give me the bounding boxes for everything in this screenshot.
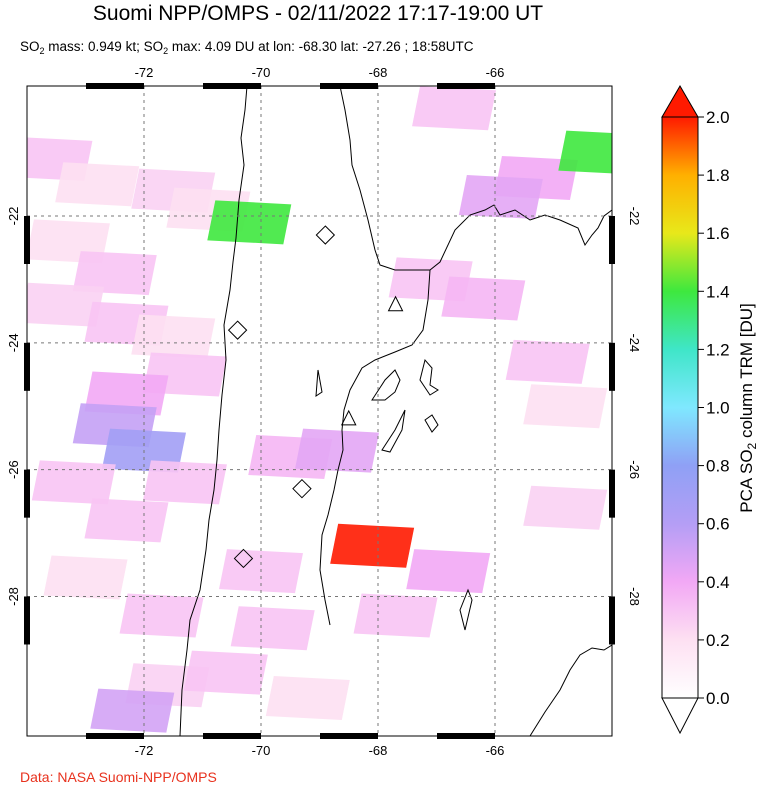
andes-border-north	[339, 86, 612, 271]
volcano-diamond-icon	[233, 548, 254, 569]
map-panel: -72 -72 -70 -70 -68 -68 -66 -66 -22 -22 -24 -24 -26 -…	[6, 65, 642, 758]
colorbar-label-rest: column TRM [DU]	[737, 303, 756, 443]
salt-lake-3	[424, 414, 439, 433]
so2-pixel	[353, 593, 438, 638]
graticule	[27, 86, 612, 736]
colorbar-ticks: 0.0 0.2 0.4 0.6 0.8 1.0 1.2 1.4 1.6 1.8 2.0	[698, 108, 730, 708]
volcano-diamond-icon	[227, 320, 248, 340]
so2-pixel	[505, 339, 590, 384]
colorbar-tick-label: 0.4	[706, 573, 730, 592]
volcano-triangle-icon	[387, 295, 404, 312]
lat-tick-label-left: -24	[6, 333, 21, 352]
so2-pixel	[265, 675, 350, 720]
so2-pixel	[558, 130, 612, 174]
lat-tick-label-right: -26	[627, 460, 642, 479]
lat-tick-label-left: -26	[6, 460, 21, 479]
map-frame	[26, 85, 613, 737]
volcano-markers	[227, 225, 404, 569]
colorbar-tick-label: 1.0	[706, 399, 730, 418]
lat-tick-label-left: -22	[6, 207, 21, 226]
coastline-layer	[179, 86, 612, 736]
colorbar-label-main: PCA SO	[737, 449, 756, 512]
chile-coastline	[179, 86, 248, 736]
lat-tick-label-right: -22	[627, 207, 642, 226]
salt-lake-6	[459, 588, 473, 631]
so2-pixel	[84, 371, 169, 416]
chart-subtitle: SO2 mass: 0.949 kt; SO2 max: 4.09 DU at …	[20, 39, 474, 56]
colorbar-tick-label: 2.0	[706, 108, 730, 127]
lon-tick-label-bottom: -72	[135, 743, 154, 758]
colorbar-tick-label: 0.8	[706, 457, 730, 476]
lon-tick-label-top: -68	[369, 65, 388, 80]
subtitle-subscript-1: 2	[40, 46, 45, 56]
colorbar-tick-label: 1.2	[706, 340, 730, 359]
so2-pixel	[523, 384, 608, 429]
salt-lake-2	[419, 358, 439, 396]
colorbar-tick-label: 1.8	[706, 166, 730, 185]
data-credit: Data: NASA Suomi-NPP/OMPS	[20, 769, 217, 785]
colorbar-label: PCA SO2 column TRM [DU]	[737, 303, 759, 513]
so2-pixel	[43, 555, 128, 600]
so2-pixel	[27, 282, 105, 327]
lat-tick-label-left: -28	[6, 587, 21, 606]
subtitle-subscript-2: 2	[163, 46, 168, 56]
colorbar-label-subscript: 2	[745, 442, 759, 449]
salt-lake-1	[371, 369, 401, 401]
so2-pixel	[230, 606, 315, 651]
so2-pixel	[295, 428, 380, 473]
lat-tick-label-right: -28	[627, 587, 642, 606]
subtitle-part-1: SO	[20, 39, 40, 54]
subtitle-part-3: max: 4.09 DU at lon: -68.30 lat: -27.26 …	[168, 39, 474, 54]
colorbar-min-cap	[661, 697, 699, 735]
lon-tick-label-top: -70	[252, 65, 271, 80]
lon-tick-label-bottom: -66	[486, 743, 505, 758]
colorbar: 0.0 0.2 0.4 0.6 0.8 1.0 1.2 1.4 1.6 1.8 2.0 PCA SO…	[661, 85, 759, 735]
colorbar-ramp	[661, 116, 699, 699]
lon-tick-label-bottom: -70	[252, 743, 271, 758]
colorbar-tick-label: 1.4	[706, 282, 730, 301]
volcano-triangle-icon	[340, 409, 357, 426]
chart-title: Suomi NPP/OMPS - 02/11/2022 17:17-19:00 …	[93, 2, 543, 25]
colorbar-tick-label: 0.6	[706, 515, 730, 534]
se-coastline	[529, 644, 612, 736]
lat-tick-label-right: -24	[627, 333, 642, 352]
colorbar-tick-label: 1.6	[706, 224, 730, 243]
so2-pixel	[412, 86, 497, 131]
salt-lake-4	[315, 369, 323, 397]
so2-pixel	[55, 162, 140, 207]
so2-pixel	[31, 460, 116, 505]
so2-pixel	[90, 688, 175, 733]
lon-tick-label-bottom: -68	[369, 743, 388, 758]
colorbar-max-cap	[661, 85, 699, 118]
so2-pixel	[458, 174, 543, 219]
so2-pixel	[119, 593, 204, 638]
so2-pixel	[84, 498, 169, 543]
subtitle-part-2: mass: 0.949 kt; SO	[45, 39, 164, 54]
lon-tick-label-top: -72	[135, 65, 154, 80]
so2-pixel	[441, 276, 526, 321]
so2-pixel	[207, 200, 292, 245]
so2-pixel	[142, 460, 227, 505]
so2-pixel	[330, 523, 415, 568]
salt-lake-5	[381, 409, 406, 453]
colorbar-tick-label: 0.0	[706, 689, 730, 708]
so2-pixel	[131, 314, 216, 359]
so2-pixel	[72, 251, 157, 296]
so2-pixel	[406, 549, 491, 594]
colorbar-tick-label: 0.2	[706, 631, 730, 650]
volcano-diamond-icon	[315, 225, 336, 245]
so2-pixel	[523, 485, 608, 530]
lon-tick-label-top: -66	[486, 65, 505, 80]
so2-pixel	[183, 650, 268, 695]
volcano-diamond-icon	[292, 478, 312, 499]
